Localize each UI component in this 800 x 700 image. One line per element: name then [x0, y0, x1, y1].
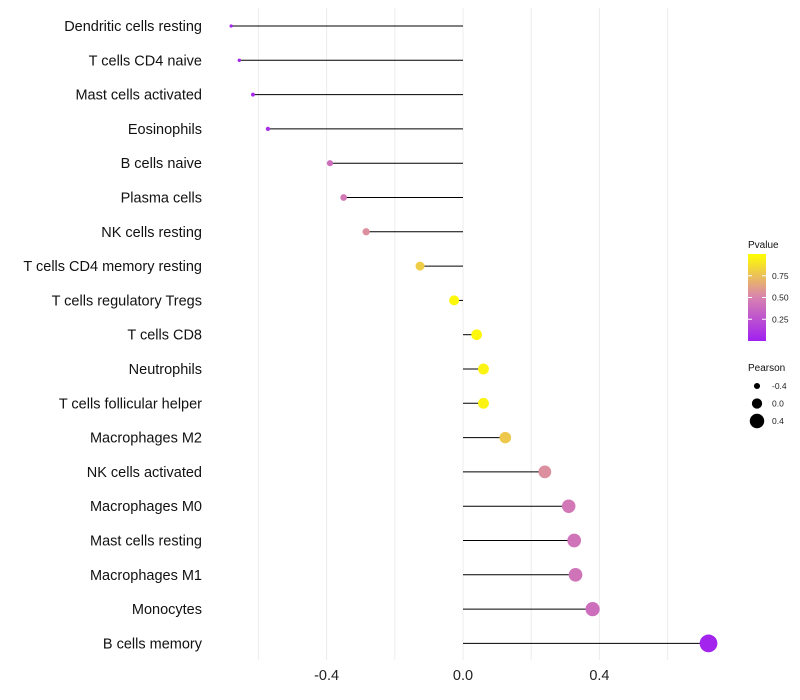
size-key-dot	[751, 398, 763, 409]
point	[499, 431, 512, 444]
point	[326, 160, 334, 167]
point	[538, 465, 552, 479]
y-tick-label: Mast cells activated	[75, 88, 202, 104]
size-key-dot	[749, 413, 765, 429]
point	[567, 533, 582, 548]
point	[237, 58, 242, 63]
y-tick-label: T cells regulatory Tregs	[52, 293, 202, 309]
point	[478, 363, 489, 375]
colorbar-tick-label: 0.75	[772, 271, 789, 281]
y-tick-label: Macrophages M2	[90, 431, 202, 447]
y-tick-label: Macrophages M0	[90, 499, 202, 515]
y-tick-label: Neutrophils	[129, 362, 202, 378]
point	[478, 397, 489, 409]
pearson-legend-title: Pearson	[748, 363, 785, 374]
y-tick-label: Macrophages M1	[90, 568, 202, 584]
point	[699, 634, 718, 653]
y-tick-label: Plasma cells	[121, 191, 202, 207]
y-tick-label: T cells CD4 naive	[89, 53, 202, 69]
point	[251, 92, 255, 97]
point	[568, 567, 583, 582]
y-tick-label: Monocytes	[132, 602, 202, 618]
size-key-label: -0.4	[772, 381, 787, 391]
pvalue-legend: Pvalue 0.25 0.50 0.75	[748, 240, 789, 341]
y-tick-label: NK cells resting	[101, 225, 202, 241]
pearson-size-keys: -0.4 0.0 0.4	[749, 381, 787, 429]
y-tick-label: T cells CD8	[127, 328, 202, 344]
points	[229, 24, 718, 653]
pearson-legend: Pearson -0.4 0.0 0.4	[748, 363, 787, 429]
pvalue-colorbar-ticks: 0.25 0.50 0.75	[748, 271, 789, 324]
x-tick-label: -0.4	[314, 668, 339, 684]
colorbar-tick-label: 0.25	[772, 314, 789, 324]
y-tick-label: NK cells activated	[87, 465, 202, 481]
y-tick-label: B cells memory	[103, 636, 203, 652]
point	[471, 329, 482, 341]
size-key-label: 0.4	[772, 416, 784, 426]
pvalue-legend-title: Pvalue	[748, 240, 779, 251]
y-axis-labels: Dendritic cells resting T cells CD4 naive…	[23, 19, 202, 652]
point	[449, 295, 460, 306]
stems	[231, 25, 709, 644]
point	[561, 499, 576, 513]
x-axis-ticks: -0.4 0.0 0.4	[314, 668, 609, 684]
point	[229, 24, 233, 28]
x-tick-label: 0.4	[589, 668, 609, 684]
y-tick-label: T cells follicular helper	[59, 396, 202, 412]
point	[415, 261, 425, 271]
point	[362, 228, 370, 236]
x-tick-label: 0.0	[453, 668, 473, 684]
y-tick-label: Dendritic cells resting	[64, 19, 202, 35]
y-tick-label: T cells CD4 memory resting	[23, 259, 202, 275]
y-tick-label: Eosinophils	[128, 122, 202, 138]
pvalue-colorbar	[748, 254, 766, 341]
colorbar-tick-label: 0.50	[772, 293, 789, 303]
y-tick-label: Mast cells resting	[90, 534, 202, 550]
gridlines	[257, 8, 669, 660]
size-key-label: 0.0	[772, 399, 784, 409]
y-tick-label: B cells naive	[121, 156, 202, 172]
point	[340, 194, 347, 201]
point	[265, 126, 271, 132]
point	[585, 601, 600, 617]
size-key-dot	[753, 382, 761, 390]
